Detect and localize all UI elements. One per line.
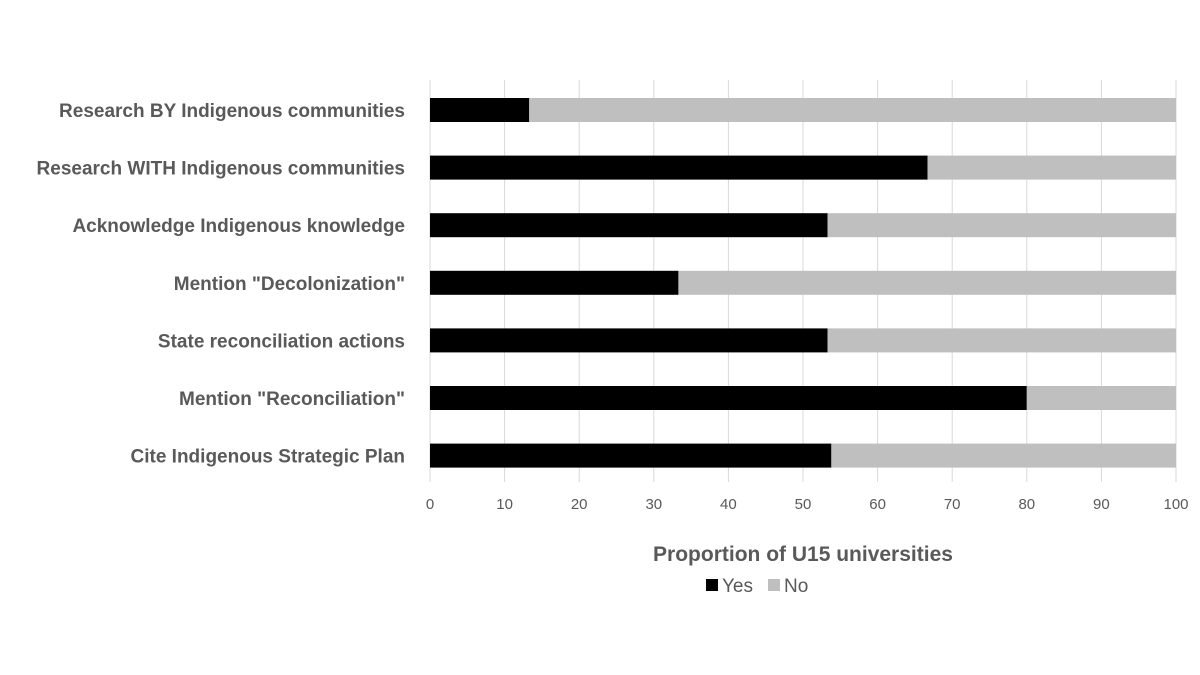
x-tick-label: 60 xyxy=(869,496,886,513)
category-label: Cite Indigenous Strategic Plan xyxy=(131,447,406,468)
x-tick-label: 80 xyxy=(1018,496,1035,513)
x-tick-label: 10 xyxy=(496,496,513,513)
bar-yes xyxy=(430,328,828,353)
bar-yes xyxy=(430,443,832,468)
x-tick-label: 40 xyxy=(720,496,737,513)
bar-yes xyxy=(430,155,928,180)
bar-yes xyxy=(430,386,1027,410)
x-tick-label: 100 xyxy=(1163,496,1188,513)
x-tick-label: 50 xyxy=(795,496,812,513)
bar-yes xyxy=(430,213,828,238)
category-label: Acknowledge Indigenous knowledge xyxy=(72,216,405,237)
legend-swatch-yes xyxy=(706,579,718,591)
bar-no xyxy=(529,98,1176,122)
x-tick-label: 70 xyxy=(944,496,961,513)
legend-label-no: No xyxy=(784,576,808,597)
category-labels: Research BY Indigenous communities Resear… xyxy=(37,101,405,468)
legend-swatch-no xyxy=(768,579,780,591)
bar-yes xyxy=(430,270,679,295)
bar-no xyxy=(1026,386,1176,410)
category-label: Mention "Decolonization" xyxy=(174,274,405,295)
x-axis-title: Proportion of U15 universities xyxy=(653,543,953,566)
category-label: State reconciliation actions xyxy=(158,331,405,352)
bar-no xyxy=(827,328,1176,353)
bar-no xyxy=(827,213,1176,238)
category-label: Mention "Reconciliation" xyxy=(179,389,405,410)
x-tick-labels: 0 10 20 30 40 50 60 70 80 90 100 xyxy=(426,496,1189,513)
bar-no xyxy=(831,443,1176,468)
legend-label-yes: Yes xyxy=(722,576,753,597)
x-tick-label: 30 xyxy=(645,496,662,513)
legend: Yes No xyxy=(706,576,808,597)
category-label: Research WITH Indigenous communities xyxy=(37,159,405,180)
x-tick-label: 0 xyxy=(426,496,434,513)
x-tick-label: 90 xyxy=(1093,496,1110,513)
bar-no xyxy=(927,155,1176,180)
x-tick-label: 20 xyxy=(571,496,588,513)
bar-yes xyxy=(430,98,530,122)
category-label: Research BY Indigenous communities xyxy=(59,101,405,122)
bar-no xyxy=(678,270,1176,295)
bars xyxy=(430,98,1176,468)
